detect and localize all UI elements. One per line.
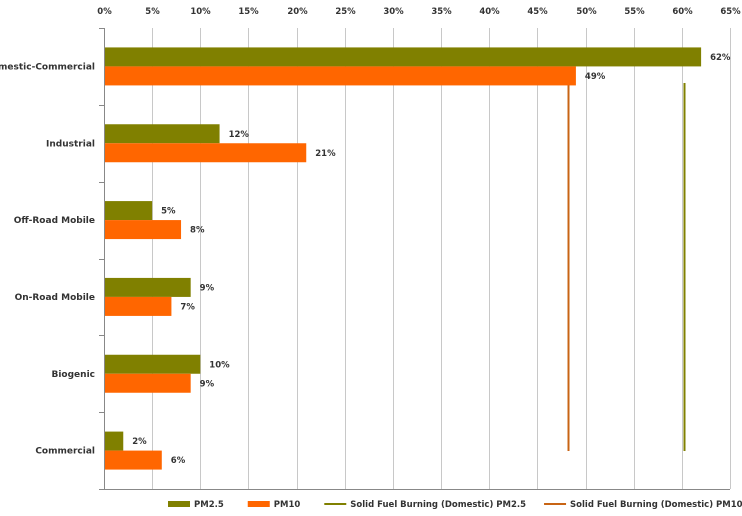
legend-label: Solid Fuel Burning (Domestic) PM2.5 [350,500,526,510]
legend: PM2.5 PM10 Solid Fuel Burning (Domestic) P… [168,500,742,510]
reference-lines [567,83,686,451]
bar-pm25 [105,354,201,374]
data-label: 6% [171,456,186,466]
labels: 0% 5% 10% 15% 20% 25% 30% 35% 40% 45% 50% 55% 60% 65%… [0,7,741,466]
bar-pm25 [105,47,702,67]
data-label: 9% [200,283,215,293]
x-tick-label: 40% [479,7,500,17]
x-tick-label: 20% [287,7,308,17]
legend-swatch [247,501,270,507]
x-tick-label: 25% [335,7,356,17]
data-label: 5% [161,207,176,217]
bar-pm10 [105,220,182,240]
legend-label: PM2.5 [194,500,224,510]
data-label: 49% [585,72,606,82]
category-label: Off-Road Mobile [14,216,95,226]
x-tick-label: 0% [97,7,112,17]
category-label: On-Road Mobile [15,293,95,303]
bar-pm25 [105,124,220,144]
x-tick-label: 55% [624,7,645,17]
x-tick-label: 60% [672,7,693,17]
bar-pm25 [105,201,153,221]
bar-pm10 [105,66,576,86]
data-label: 62% [710,53,731,63]
bar-pm10 [105,296,172,316]
bar-pm10 [105,450,162,470]
data-label: 8% [190,226,205,236]
bar-pm10 [105,143,307,163]
category-label: Industrial [46,139,95,149]
data-label: 9% [200,379,215,389]
legend-label: Solid Fuel Burning (Domestic) PM10 [570,500,742,510]
data-label: 7% [180,302,195,312]
x-tick-label: 30% [383,7,404,17]
bar-pm25 [105,431,124,451]
legend-swatch [168,501,190,507]
gridlines [152,28,731,489]
category-label: Commercial [35,447,95,457]
x-tick-label: 5% [145,7,160,17]
data-label: 2% [132,437,147,447]
x-tick-label: 10% [190,7,211,17]
x-tick-label: 35% [431,7,452,17]
axes [99,28,730,490]
data-label: 21% [315,149,336,159]
bar-pm10 [105,373,191,393]
bars [105,47,702,470]
x-tick-label: 15% [238,7,259,17]
data-label: 10% [209,360,230,370]
x-tick-label: 45% [527,7,548,17]
x-tick-label: 50% [576,7,597,17]
legend-label: PM10 [274,500,301,510]
data-label: 12% [229,130,250,140]
x-tick-label: 65% [720,7,741,17]
bar-pm25 [105,277,191,297]
category-label: Biogenic [51,370,95,380]
category-label: Domestic-Commercial [0,62,95,72]
